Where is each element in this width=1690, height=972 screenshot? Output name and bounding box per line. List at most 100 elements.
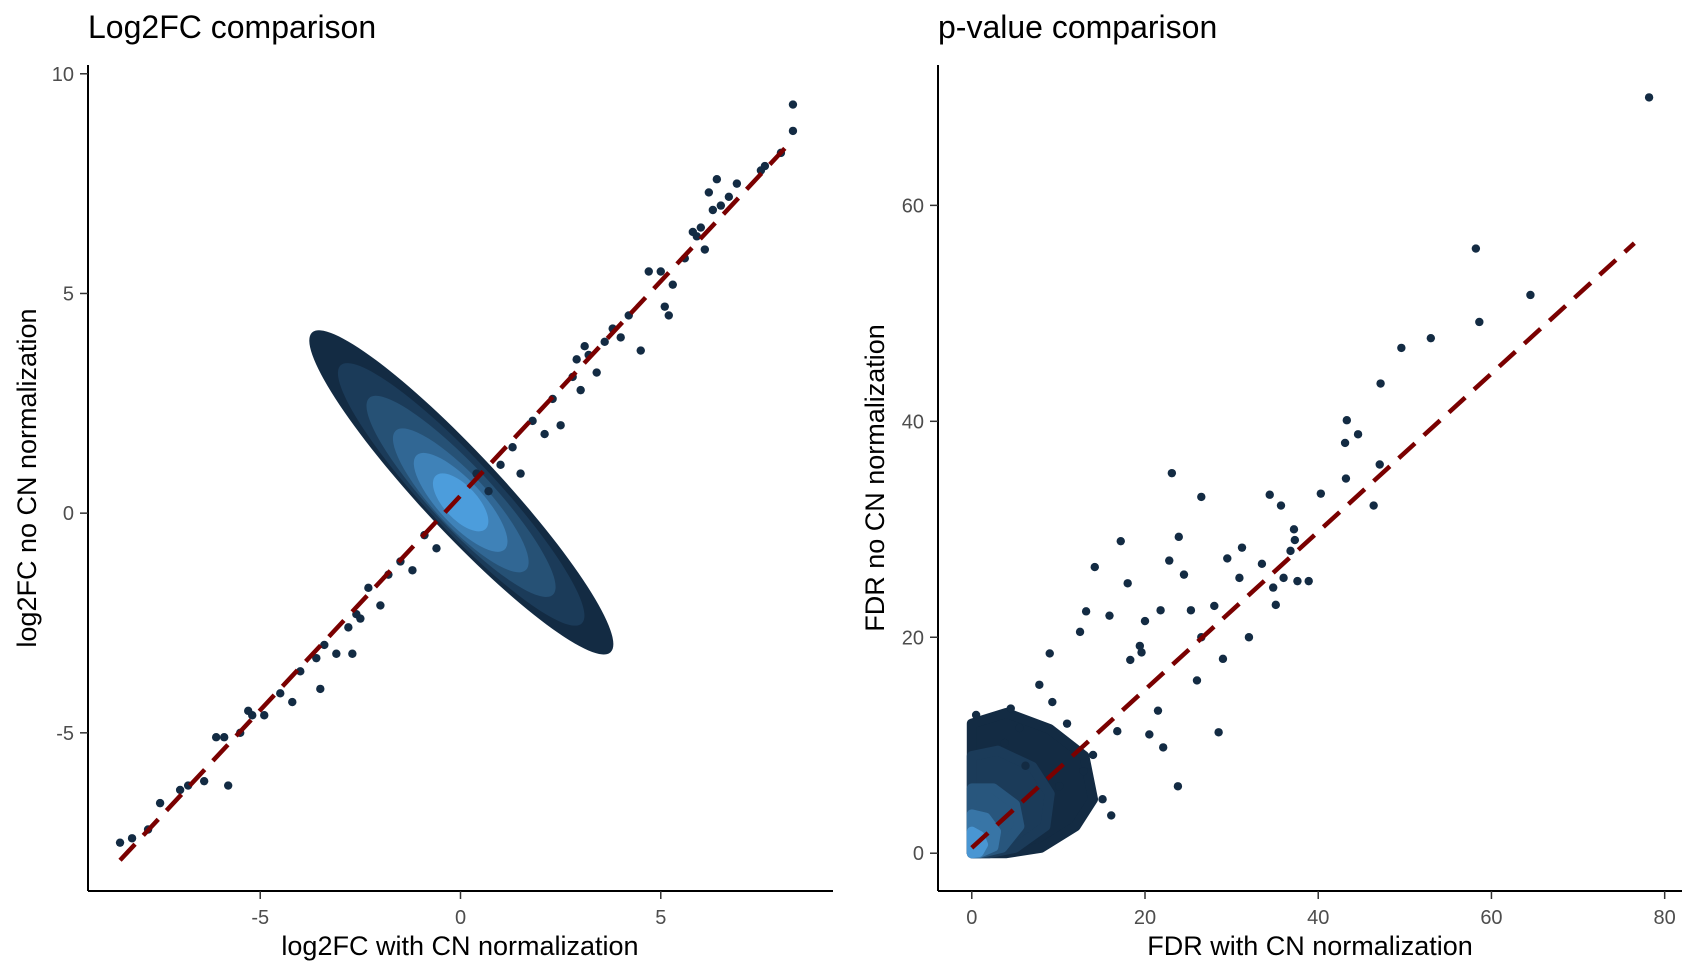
point-pvalue-15 — [1276, 501, 1286, 510]
point-log2fc-19 — [332, 649, 341, 658]
point-pvalue-32 — [1210, 601, 1219, 611]
point-pvalue-22 — [1286, 546, 1295, 556]
point-pvalue-56 — [1045, 649, 1054, 658]
point-pvalue-1 — [1471, 244, 1481, 253]
point-pvalue-41 — [1105, 611, 1114, 620]
x-axis-label-pvalue: FDR with CN normalization — [1147, 931, 1473, 961]
point-log2fc-63 — [708, 205, 718, 215]
point-pvalue-27 — [1223, 554, 1232, 563]
point-log2fc-40 — [576, 385, 585, 395]
point-log2fc-15 — [288, 697, 297, 707]
point-log2fc-29 — [432, 544, 441, 553]
point-log2fc-59 — [724, 192, 734, 202]
point-log2fc-69 — [316, 684, 325, 694]
y-tick-label-pvalue-2: 40 — [902, 411, 924, 433]
point-log2fc-14 — [276, 689, 285, 698]
point-pvalue-25 — [1369, 501, 1378, 510]
point-pvalue-60 — [1000, 738, 1009, 748]
point-pvalue-61 — [971, 710, 981, 720]
point-pvalue-4 — [1426, 333, 1436, 343]
point-log2fc-47 — [636, 346, 645, 355]
dense-cluster-pvalue — [966, 707, 1099, 859]
reference-line-pvalue — [970, 241, 1636, 850]
point-log2fc-65 — [760, 161, 770, 171]
point-pvalue-30 — [1174, 532, 1183, 542]
point-pvalue-65 — [1123, 579, 1132, 588]
point-pvalue-37 — [1156, 606, 1165, 615]
point-pvalue-19 — [1279, 573, 1288, 583]
point-pvalue-12 — [1167, 468, 1177, 478]
point-pvalue-33 — [1214, 728, 1223, 737]
y-tick-label-log2fc-0: -5 — [56, 723, 74, 745]
point-pvalue-9 — [1340, 438, 1350, 448]
point-log2fc-55 — [700, 245, 710, 254]
panel-log2fc: Log2FC comparison -5 0 5 -5 0 5 10 log2FC with… — [12, 9, 833, 961]
point-pvalue-46 — [1135, 641, 1145, 651]
point-log2fc-45 — [616, 333, 625, 342]
point-log2fc-67 — [788, 126, 798, 136]
chart-title-pvalue: p-value comparison — [938, 9, 1217, 45]
point-pvalue-40 — [1116, 536, 1125, 546]
point-pvalue-62 — [1021, 761, 1030, 770]
point-log2fc-72 — [572, 355, 581, 364]
point-pvalue-51 — [1113, 726, 1122, 736]
point-log2fc-58 — [716, 201, 726, 210]
point-log2fc-57 — [712, 175, 722, 184]
point-log2fc-8 — [211, 733, 221, 742]
point-log2fc-34 — [516, 469, 525, 478]
y-axis-label-pvalue: FDR no CN normalization — [860, 324, 890, 632]
point-pvalue-53 — [1079, 766, 1088, 776]
y-tick-label-log2fc-3: 10 — [52, 64, 74, 86]
point-pvalue-20 — [1268, 583, 1278, 592]
point-pvalue-3 — [1475, 317, 1484, 327]
point-log2fc-50 — [660, 302, 669, 311]
point-pvalue-23 — [1290, 535, 1300, 545]
point-log2fc-27 — [408, 566, 417, 575]
panel-pvalue: p-value comparison 0 20 40 60 80 0 20 40 60 FDR … — [860, 9, 1682, 961]
point-pvalue-47 — [1153, 706, 1163, 715]
point-pvalue-26 — [1237, 543, 1247, 552]
point-log2fc-0 — [115, 838, 125, 847]
x-tick-label-pvalue-0: 0 — [966, 907, 977, 929]
point-pvalue-42 — [1090, 562, 1099, 572]
point-pvalue-21 — [1271, 600, 1280, 610]
x-tick-label-log2fc-0: -5 — [251, 907, 269, 929]
point-pvalue-24 — [1316, 489, 1326, 498]
point-log2fc-51 — [664, 311, 673, 320]
x-tick-label-pvalue-1: 20 — [1134, 907, 1156, 929]
point-pvalue-44 — [1075, 627, 1085, 637]
point-log2fc-9 — [219, 733, 229, 742]
point-pvalue-38 — [1140, 616, 1150, 626]
point-pvalue-59 — [1006, 704, 1015, 713]
point-log2fc-33 — [508, 443, 517, 452]
point-pvalue-48 — [1145, 730, 1154, 739]
point-pvalue-17 — [1304, 576, 1313, 586]
point-log2fc-23 — [364, 583, 373, 593]
point-log2fc-62 — [688, 227, 698, 237]
point-pvalue-28 — [1235, 573, 1244, 583]
ticks-log2fc: -5 0 5 -5 0 5 10 — [52, 64, 667, 929]
point-log2fc-4 — [175, 785, 185, 795]
point-pvalue-11 — [1341, 474, 1351, 483]
point-log2fc-13 — [260, 711, 269, 720]
point-log2fc-31 — [484, 486, 493, 496]
point-pvalue-49 — [1173, 782, 1183, 791]
dense-cluster-log2fc — [309, 330, 614, 655]
point-pvalue-5 — [1397, 343, 1406, 353]
y-axis-label-log2fc: log2FC no CN normalization — [12, 308, 42, 647]
ticks-pvalue: 0 20 40 60 80 0 20 40 60 — [902, 195, 1676, 929]
points-pvalue — [971, 93, 1654, 820]
point-pvalue-31 — [1165, 556, 1174, 565]
point-log2fc-56 — [704, 188, 714, 197]
point-pvalue-39 — [1137, 648, 1146, 657]
x-tick-label-pvalue-3: 60 — [1480, 907, 1502, 929]
x-tick-label-log2fc-2: 5 — [655, 907, 666, 929]
point-log2fc-42 — [592, 368, 601, 377]
point-pvalue-66 — [1244, 633, 1254, 642]
y-tick-label-pvalue-1: 20 — [902, 627, 924, 649]
y-tick-label-log2fc-2: 5 — [63, 283, 74, 305]
point-log2fc-49 — [656, 267, 665, 276]
point-log2fc-61 — [696, 223, 706, 232]
point-log2fc-17 — [312, 653, 321, 663]
